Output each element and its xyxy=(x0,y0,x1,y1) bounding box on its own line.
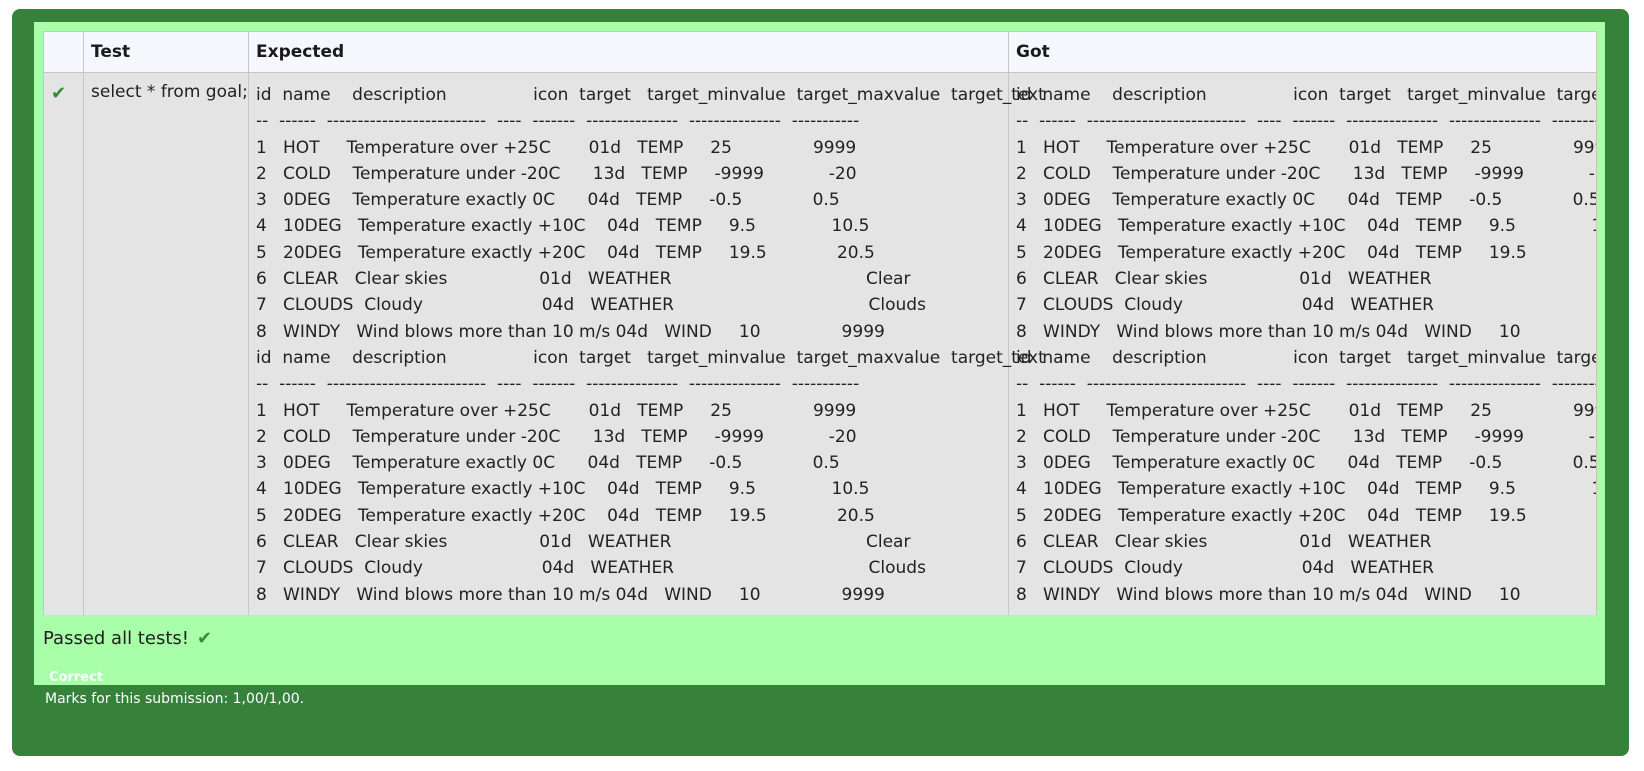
column-header-got: Got xyxy=(1008,31,1596,73)
got-cell: id name description icon target target_m… xyxy=(1008,72,1597,615)
table-header-row: Test Expected Got xyxy=(43,31,1596,73)
column-header-expected: Expected xyxy=(248,31,1009,73)
test-results-table-wrapper[interactable]: Test Expected Got ✔ select * from goal; … xyxy=(43,31,1597,615)
check-icon: ✔ xyxy=(196,628,213,649)
passed-all-tests-message: Passed all tests! ✔ xyxy=(43,628,212,649)
grade-marks: Marks for this submission: 1,00/1,00. xyxy=(45,691,305,707)
feedback-container: Test Expected Got ✔ select * from goal; … xyxy=(12,9,1629,756)
column-header-test: Test xyxy=(83,31,249,73)
expected-output: id name description icon target target_m… xyxy=(256,85,1045,605)
expected-cell: id name description icon target target_m… xyxy=(248,72,1045,615)
test-cell: select * from goal; xyxy=(83,72,249,615)
table-row: ✔ select * from goal; id name descriptio… xyxy=(43,72,1597,615)
column-header-status xyxy=(43,31,84,73)
passed-text: Passed all tests! xyxy=(43,628,189,649)
grade-status: Correct xyxy=(49,670,104,685)
row-status-cell: ✔ xyxy=(43,72,84,615)
test-results-table: Test Expected Got ✔ select * from goal; … xyxy=(43,31,1597,615)
check-icon: ✔ xyxy=(51,83,67,104)
test-results-panel: Test Expected Got ✔ select * from goal; … xyxy=(34,22,1605,685)
got-output: id name description icon target target_m… xyxy=(1016,85,1597,605)
